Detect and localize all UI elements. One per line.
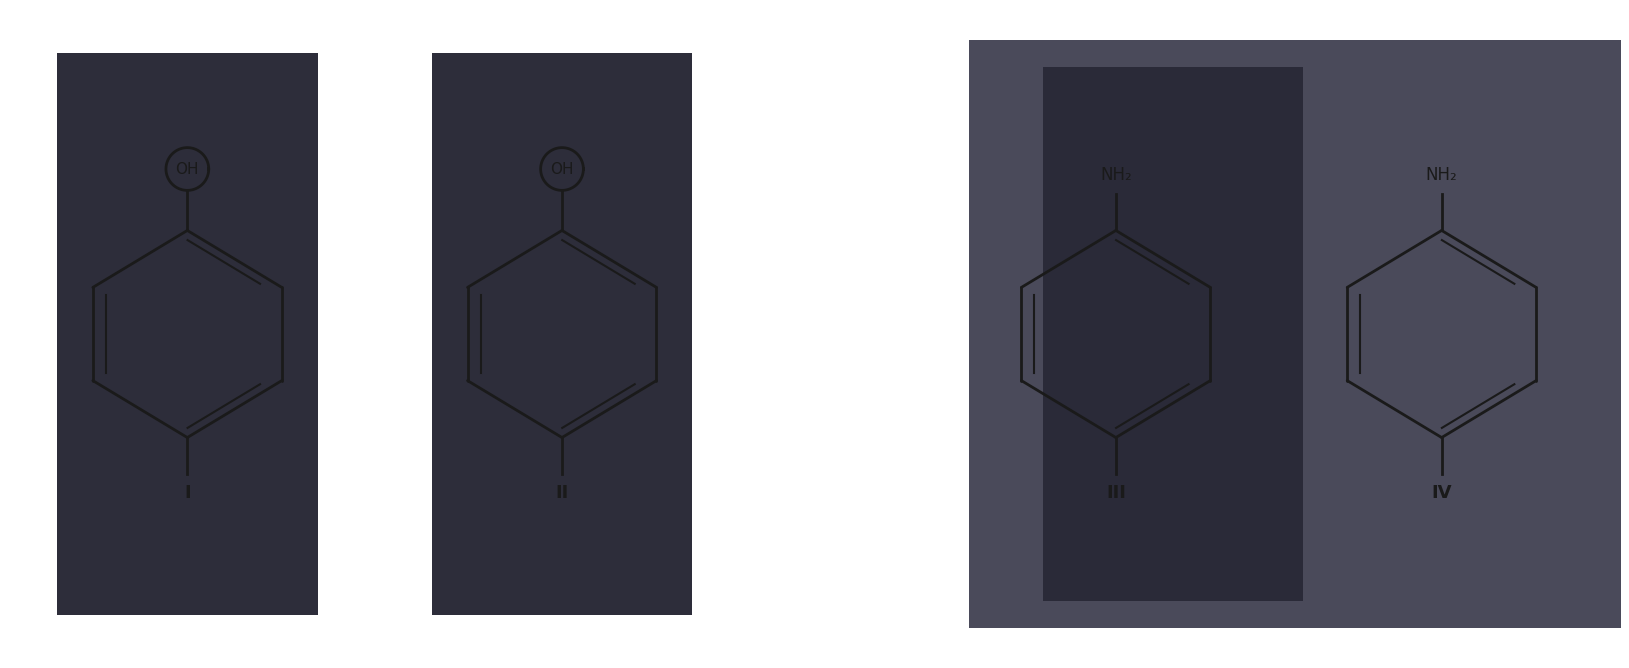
Text: III: III xyxy=(1106,484,1126,502)
Text: I: I xyxy=(184,484,191,502)
Bar xyxy=(1043,67,1303,601)
Bar xyxy=(57,53,318,615)
Text: OH: OH xyxy=(176,162,199,176)
Text: IV: IV xyxy=(1432,484,1451,502)
Bar xyxy=(969,40,1621,628)
Text: NH₂: NH₂ xyxy=(1100,166,1132,184)
Bar xyxy=(432,53,692,615)
Text: II: II xyxy=(555,484,569,502)
Text: OH: OH xyxy=(551,162,573,176)
Text: NH₂: NH₂ xyxy=(1425,166,1458,184)
